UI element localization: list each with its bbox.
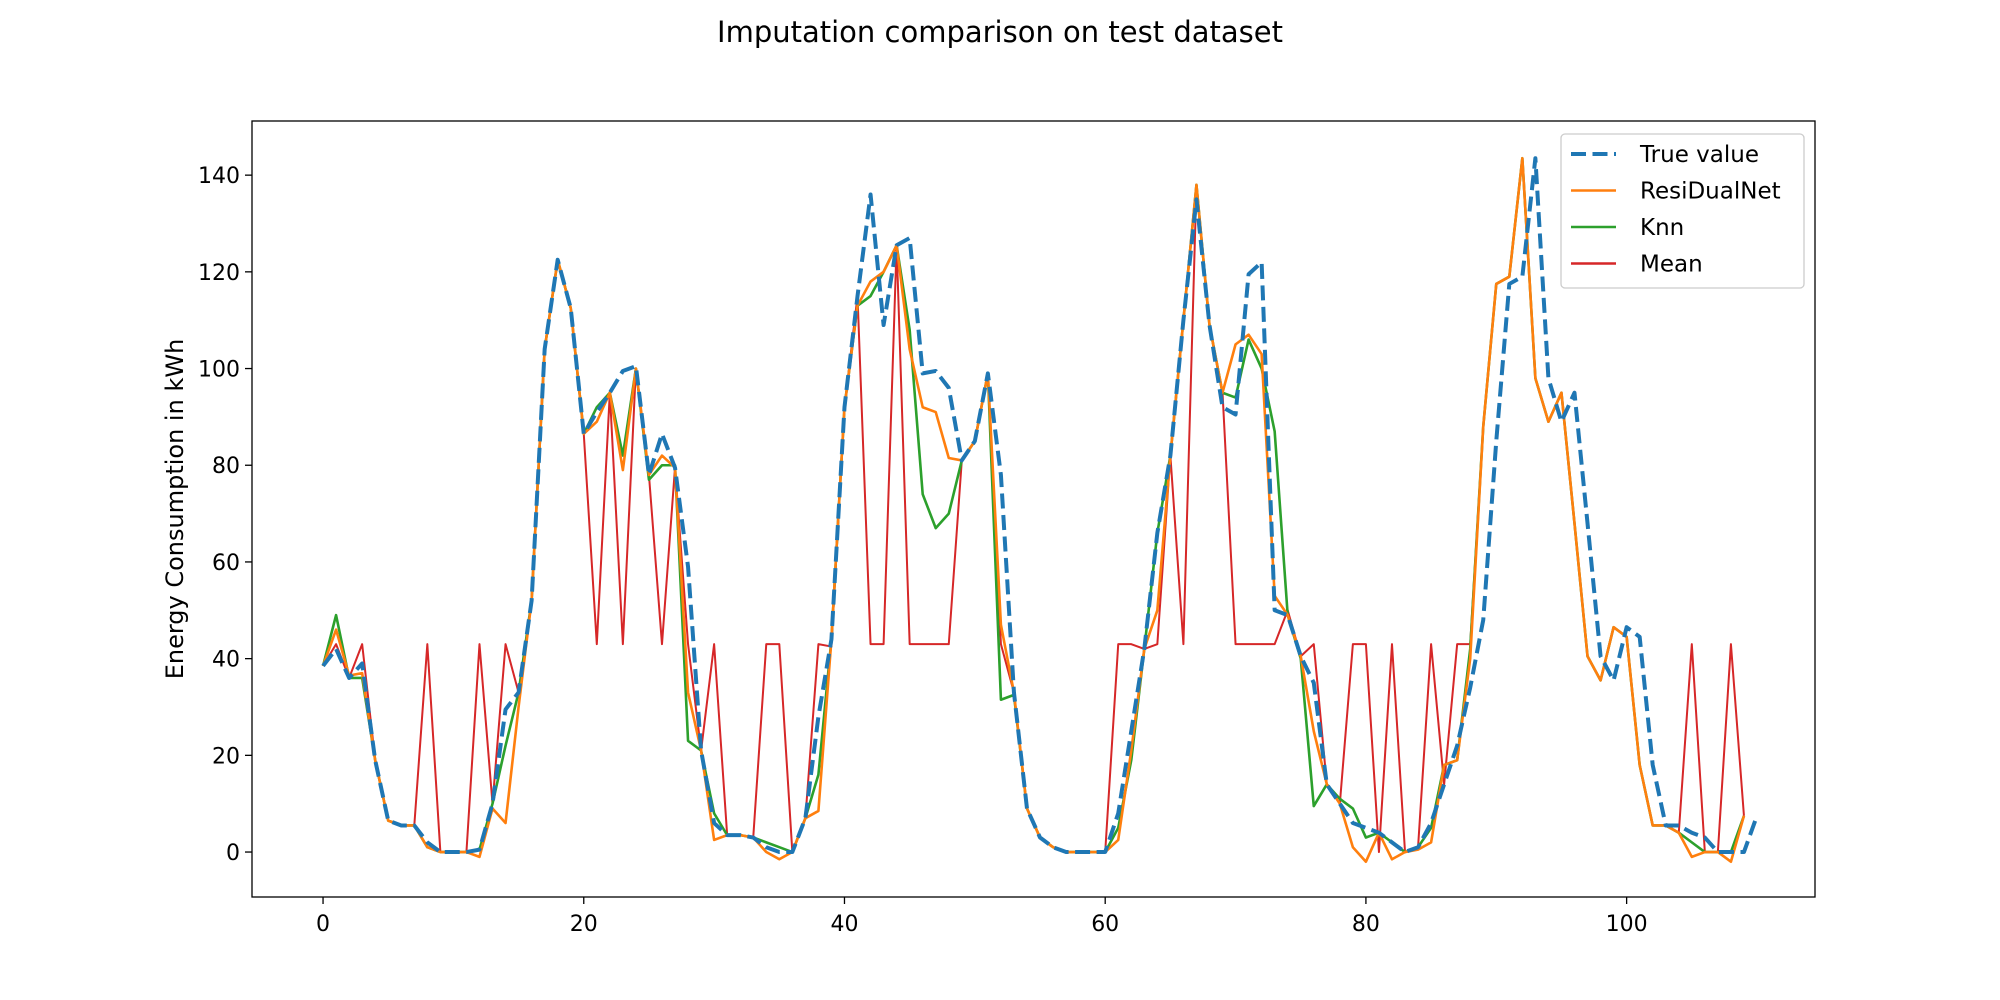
legend-label: Knn [1640, 215, 1684, 241]
legend-label: True value [1639, 142, 1759, 168]
y-tick-label: 0 [226, 841, 240, 866]
y-axis: 0 20 40 60 80 100 120 140 [198, 164, 252, 866]
y-tick-label: 120 [198, 261, 240, 286]
chart-title: Imputation comparison on test dataset [717, 15, 1283, 49]
y-tick-label: 60 [212, 551, 240, 576]
legend-label: Mean [1640, 252, 1703, 278]
x-axis: 0 20 40 60 80 100 [316, 897, 1648, 937]
y-axis-title: Energy Consumption in kWh [161, 339, 189, 680]
y-tick-label: 80 [212, 454, 240, 479]
x-tick-label: 100 [1606, 912, 1648, 937]
y-tick-label: 40 [212, 648, 240, 673]
x-tick-label: 80 [1352, 912, 1380, 937]
y-tick-label: 140 [198, 164, 240, 189]
series-line-true-value [321, 156, 1759, 855]
x-tick-label: 20 [570, 912, 598, 937]
y-tick-label: 20 [212, 744, 240, 769]
x-tick-label: 0 [316, 912, 330, 937]
legend-label: ResiDualNet [1640, 179, 1781, 205]
series-line-residualnet [321, 156, 1746, 864]
legend: True value ResiDualNet Knn Mean [1560, 133, 1805, 289]
x-tick-label: 60 [1091, 912, 1119, 937]
series-layer [321, 156, 1759, 864]
plot-area-frame [251, 120, 1816, 898]
x-tick-label: 40 [830, 912, 858, 937]
y-tick-label: 100 [198, 358, 240, 383]
legend-box [1560, 133, 1805, 289]
